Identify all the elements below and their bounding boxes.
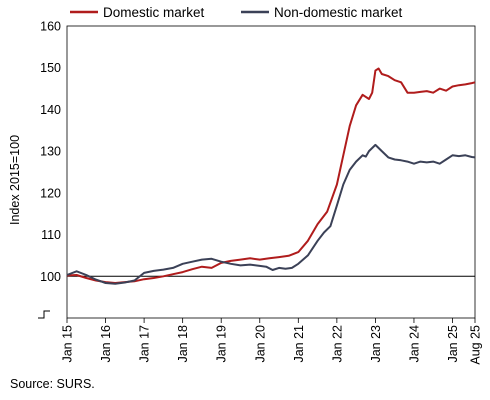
- y-tick-label: 160: [40, 20, 61, 34]
- axis-break-mark: [38, 310, 50, 319]
- x-tick-label: Jan 19: [215, 325, 229, 363]
- x-tick-label: Jan 21: [292, 325, 306, 363]
- x-tick-label: Jan 24: [407, 325, 421, 363]
- x-tick-label: Jan 25: [446, 325, 460, 363]
- x-tick-label: Jan 16: [99, 325, 113, 363]
- y-tick-label: 110: [41, 228, 61, 242]
- source-note: Source: SURS.: [10, 377, 95, 391]
- x-tick-label: Jan 23: [369, 325, 383, 363]
- series-line-1: [66, 143, 476, 285]
- x-tick-label: Jan 15: [61, 325, 75, 363]
- x-tick-label: Jan 17: [138, 325, 152, 363]
- y-axis-label: Index 2015=100: [8, 135, 22, 225]
- x-axis: Jan 15 Jan 16 Jan 17 Jan 18 Jan 19 Jan 20 Jan …: [61, 318, 483, 365]
- legend: Domestic market Non-domestic market: [70, 5, 403, 20]
- x-tick-label: Jan 18: [176, 325, 190, 363]
- y-tick-label: 130: [40, 145, 61, 159]
- y-tick-label: 100: [40, 270, 61, 284]
- legend-label-0: Domestic market: [103, 5, 205, 20]
- y-axis: 100 110 120 130 140 150 160: [38, 20, 61, 319]
- plot-border: [66, 25, 476, 319]
- y-tick-label: 140: [40, 103, 61, 117]
- x-tick-label: Jan 20: [253, 325, 267, 363]
- plot-area: [66, 25, 476, 319]
- x-tick-label: Aug 25: [469, 325, 483, 365]
- legend-label-1: Non-domestic market: [274, 5, 403, 20]
- y-tick-label: 120: [40, 186, 61, 200]
- y-tick-label: 150: [40, 61, 61, 75]
- series-line-0: [66, 67, 476, 284]
- x-tick-label: Jan 22: [330, 325, 344, 363]
